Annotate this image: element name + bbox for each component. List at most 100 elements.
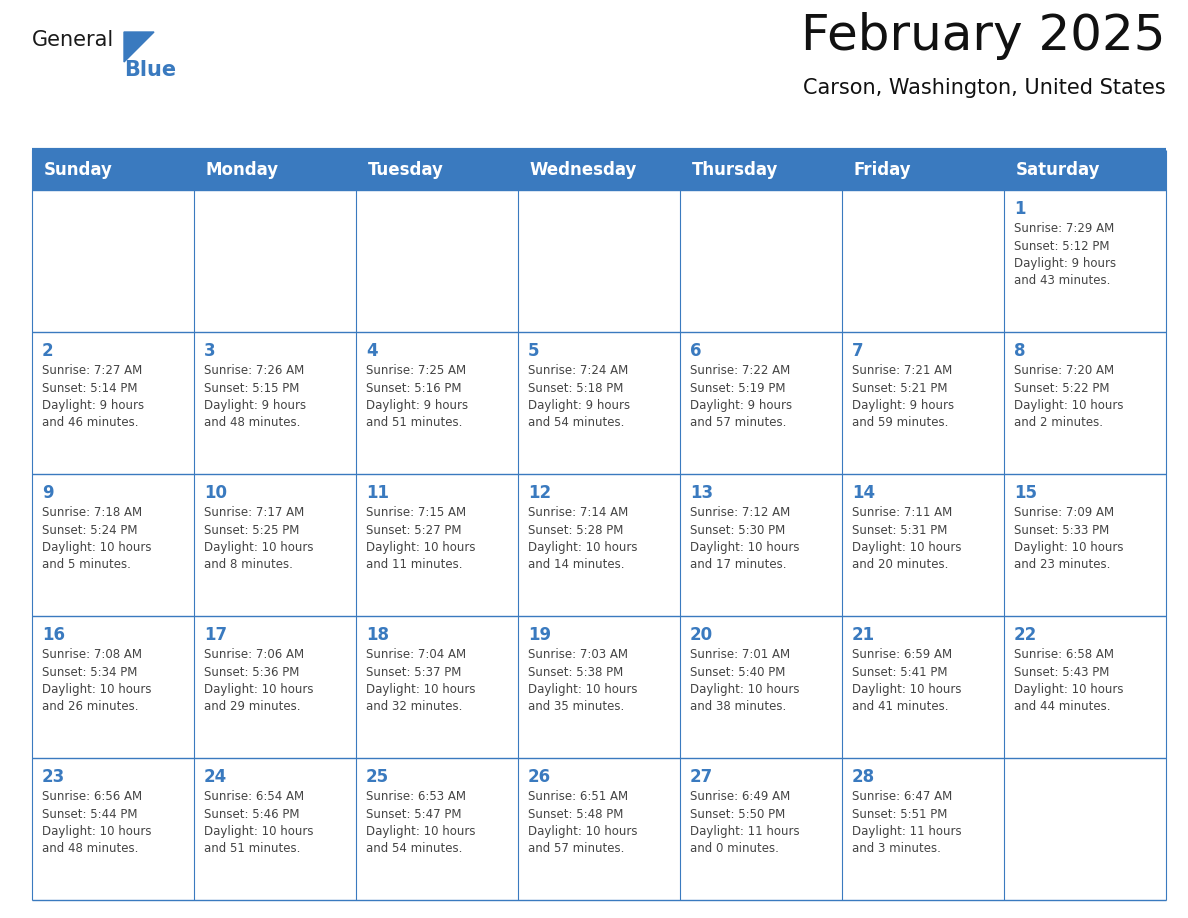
FancyBboxPatch shape [680, 150, 842, 190]
FancyBboxPatch shape [518, 474, 680, 616]
Text: 1: 1 [1015, 200, 1025, 218]
FancyBboxPatch shape [194, 332, 356, 474]
Text: Sunrise: 6:49 AM
Sunset: 5:50 PM
Daylight: 11 hours
and 0 minutes.: Sunrise: 6:49 AM Sunset: 5:50 PM Dayligh… [690, 790, 800, 856]
Text: 20: 20 [690, 626, 713, 644]
Text: Sunrise: 7:03 AM
Sunset: 5:38 PM
Daylight: 10 hours
and 35 minutes.: Sunrise: 7:03 AM Sunset: 5:38 PM Dayligh… [527, 648, 638, 713]
Text: Monday: Monday [206, 161, 279, 179]
Text: 12: 12 [527, 484, 551, 502]
FancyBboxPatch shape [1004, 332, 1165, 474]
Text: February 2025: February 2025 [802, 12, 1165, 60]
Text: Sunrise: 6:47 AM
Sunset: 5:51 PM
Daylight: 11 hours
and 3 minutes.: Sunrise: 6:47 AM Sunset: 5:51 PM Dayligh… [852, 790, 961, 856]
Text: Sunrise: 7:22 AM
Sunset: 5:19 PM
Daylight: 9 hours
and 57 minutes.: Sunrise: 7:22 AM Sunset: 5:19 PM Dayligh… [690, 364, 792, 430]
Text: Thursday: Thursday [691, 161, 778, 179]
FancyBboxPatch shape [680, 332, 842, 474]
Text: Sunrise: 6:56 AM
Sunset: 5:44 PM
Daylight: 10 hours
and 48 minutes.: Sunrise: 6:56 AM Sunset: 5:44 PM Dayligh… [42, 790, 152, 856]
FancyBboxPatch shape [1004, 150, 1165, 190]
Text: 24: 24 [204, 768, 227, 786]
FancyBboxPatch shape [842, 616, 1004, 758]
Text: Sunrise: 7:27 AM
Sunset: 5:14 PM
Daylight: 9 hours
and 46 minutes.: Sunrise: 7:27 AM Sunset: 5:14 PM Dayligh… [42, 364, 144, 430]
Text: 22: 22 [1015, 626, 1037, 644]
Text: Sunrise: 7:24 AM
Sunset: 5:18 PM
Daylight: 9 hours
and 54 minutes.: Sunrise: 7:24 AM Sunset: 5:18 PM Dayligh… [527, 364, 630, 430]
Text: 15: 15 [1015, 484, 1037, 502]
Text: Wednesday: Wednesday [530, 161, 638, 179]
Text: Friday: Friday [854, 161, 911, 179]
Text: Tuesday: Tuesday [368, 161, 444, 179]
FancyBboxPatch shape [194, 474, 356, 616]
Text: Sunrise: 6:51 AM
Sunset: 5:48 PM
Daylight: 10 hours
and 57 minutes.: Sunrise: 6:51 AM Sunset: 5:48 PM Dayligh… [527, 790, 638, 856]
FancyBboxPatch shape [32, 616, 194, 758]
FancyBboxPatch shape [842, 150, 1004, 190]
Text: Sunrise: 7:21 AM
Sunset: 5:21 PM
Daylight: 9 hours
and 59 minutes.: Sunrise: 7:21 AM Sunset: 5:21 PM Dayligh… [852, 364, 954, 430]
Text: Sunrise: 6:53 AM
Sunset: 5:47 PM
Daylight: 10 hours
and 54 minutes.: Sunrise: 6:53 AM Sunset: 5:47 PM Dayligh… [366, 790, 475, 856]
FancyBboxPatch shape [32, 758, 194, 900]
Text: 18: 18 [366, 626, 388, 644]
Text: Sunrise: 6:59 AM
Sunset: 5:41 PM
Daylight: 10 hours
and 41 minutes.: Sunrise: 6:59 AM Sunset: 5:41 PM Dayligh… [852, 648, 961, 713]
Text: Sunrise: 7:18 AM
Sunset: 5:24 PM
Daylight: 10 hours
and 5 minutes.: Sunrise: 7:18 AM Sunset: 5:24 PM Dayligh… [42, 506, 152, 572]
Text: 27: 27 [690, 768, 713, 786]
Text: 13: 13 [690, 484, 713, 502]
FancyBboxPatch shape [32, 332, 194, 474]
FancyBboxPatch shape [194, 190, 356, 332]
Text: Sunrise: 7:29 AM
Sunset: 5:12 PM
Daylight: 9 hours
and 43 minutes.: Sunrise: 7:29 AM Sunset: 5:12 PM Dayligh… [1015, 222, 1116, 287]
Text: Sunrise: 7:04 AM
Sunset: 5:37 PM
Daylight: 10 hours
and 32 minutes.: Sunrise: 7:04 AM Sunset: 5:37 PM Dayligh… [366, 648, 475, 713]
Text: Sunrise: 7:09 AM
Sunset: 5:33 PM
Daylight: 10 hours
and 23 minutes.: Sunrise: 7:09 AM Sunset: 5:33 PM Dayligh… [1015, 506, 1124, 572]
FancyBboxPatch shape [842, 474, 1004, 616]
Text: General: General [32, 30, 114, 50]
FancyBboxPatch shape [32, 150, 194, 190]
FancyBboxPatch shape [194, 150, 356, 190]
Text: Sunrise: 7:25 AM
Sunset: 5:16 PM
Daylight: 9 hours
and 51 minutes.: Sunrise: 7:25 AM Sunset: 5:16 PM Dayligh… [366, 364, 468, 430]
Text: Sunrise: 7:01 AM
Sunset: 5:40 PM
Daylight: 10 hours
and 38 minutes.: Sunrise: 7:01 AM Sunset: 5:40 PM Dayligh… [690, 648, 800, 713]
Text: Sunrise: 7:08 AM
Sunset: 5:34 PM
Daylight: 10 hours
and 26 minutes.: Sunrise: 7:08 AM Sunset: 5:34 PM Dayligh… [42, 648, 152, 713]
Text: Sunrise: 6:54 AM
Sunset: 5:46 PM
Daylight: 10 hours
and 51 minutes.: Sunrise: 6:54 AM Sunset: 5:46 PM Dayligh… [204, 790, 314, 856]
FancyBboxPatch shape [356, 190, 518, 332]
Text: Sunrise: 7:15 AM
Sunset: 5:27 PM
Daylight: 10 hours
and 11 minutes.: Sunrise: 7:15 AM Sunset: 5:27 PM Dayligh… [366, 506, 475, 572]
Text: 19: 19 [527, 626, 551, 644]
FancyBboxPatch shape [518, 332, 680, 474]
Text: 7: 7 [852, 342, 864, 360]
FancyBboxPatch shape [680, 616, 842, 758]
Text: 5: 5 [527, 342, 539, 360]
Text: Sunrise: 7:11 AM
Sunset: 5:31 PM
Daylight: 10 hours
and 20 minutes.: Sunrise: 7:11 AM Sunset: 5:31 PM Dayligh… [852, 506, 961, 572]
Text: 14: 14 [852, 484, 876, 502]
Text: Sunrise: 7:17 AM
Sunset: 5:25 PM
Daylight: 10 hours
and 8 minutes.: Sunrise: 7:17 AM Sunset: 5:25 PM Dayligh… [204, 506, 314, 572]
Text: 17: 17 [204, 626, 227, 644]
FancyBboxPatch shape [518, 150, 680, 190]
FancyBboxPatch shape [1004, 758, 1165, 900]
FancyBboxPatch shape [680, 474, 842, 616]
FancyBboxPatch shape [842, 190, 1004, 332]
Text: 28: 28 [852, 768, 876, 786]
FancyBboxPatch shape [1004, 190, 1165, 332]
FancyBboxPatch shape [1004, 474, 1165, 616]
Text: 8: 8 [1015, 342, 1025, 360]
FancyBboxPatch shape [356, 150, 518, 190]
Text: Sunrise: 7:26 AM
Sunset: 5:15 PM
Daylight: 9 hours
and 48 minutes.: Sunrise: 7:26 AM Sunset: 5:15 PM Dayligh… [204, 364, 307, 430]
Text: Carson, Washington, United States: Carson, Washington, United States [803, 78, 1165, 98]
Text: Sunday: Sunday [44, 161, 113, 179]
Text: 21: 21 [852, 626, 876, 644]
FancyBboxPatch shape [356, 332, 518, 474]
Polygon shape [124, 32, 154, 62]
Text: 2: 2 [42, 342, 53, 360]
Text: 11: 11 [366, 484, 388, 502]
FancyBboxPatch shape [194, 758, 356, 900]
Text: Saturday: Saturday [1016, 161, 1100, 179]
Text: 25: 25 [366, 768, 390, 786]
FancyBboxPatch shape [356, 616, 518, 758]
FancyBboxPatch shape [194, 616, 356, 758]
FancyBboxPatch shape [680, 758, 842, 900]
FancyBboxPatch shape [518, 190, 680, 332]
Text: 6: 6 [690, 342, 701, 360]
FancyBboxPatch shape [842, 758, 1004, 900]
Text: Sunrise: 7:14 AM
Sunset: 5:28 PM
Daylight: 10 hours
and 14 minutes.: Sunrise: 7:14 AM Sunset: 5:28 PM Dayligh… [527, 506, 638, 572]
Text: 23: 23 [42, 768, 65, 786]
Text: Blue: Blue [124, 60, 176, 80]
Text: 10: 10 [204, 484, 227, 502]
FancyBboxPatch shape [356, 758, 518, 900]
Text: Sunrise: 6:58 AM
Sunset: 5:43 PM
Daylight: 10 hours
and 44 minutes.: Sunrise: 6:58 AM Sunset: 5:43 PM Dayligh… [1015, 648, 1124, 713]
Text: Sunrise: 7:06 AM
Sunset: 5:36 PM
Daylight: 10 hours
and 29 minutes.: Sunrise: 7:06 AM Sunset: 5:36 PM Dayligh… [204, 648, 314, 713]
FancyBboxPatch shape [356, 474, 518, 616]
FancyBboxPatch shape [680, 190, 842, 332]
FancyBboxPatch shape [518, 758, 680, 900]
FancyBboxPatch shape [32, 190, 194, 332]
FancyBboxPatch shape [842, 332, 1004, 474]
